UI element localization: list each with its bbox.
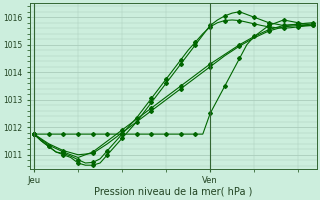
X-axis label: Pression niveau de la mer( hPa ): Pression niveau de la mer( hPa )	[94, 187, 252, 197]
